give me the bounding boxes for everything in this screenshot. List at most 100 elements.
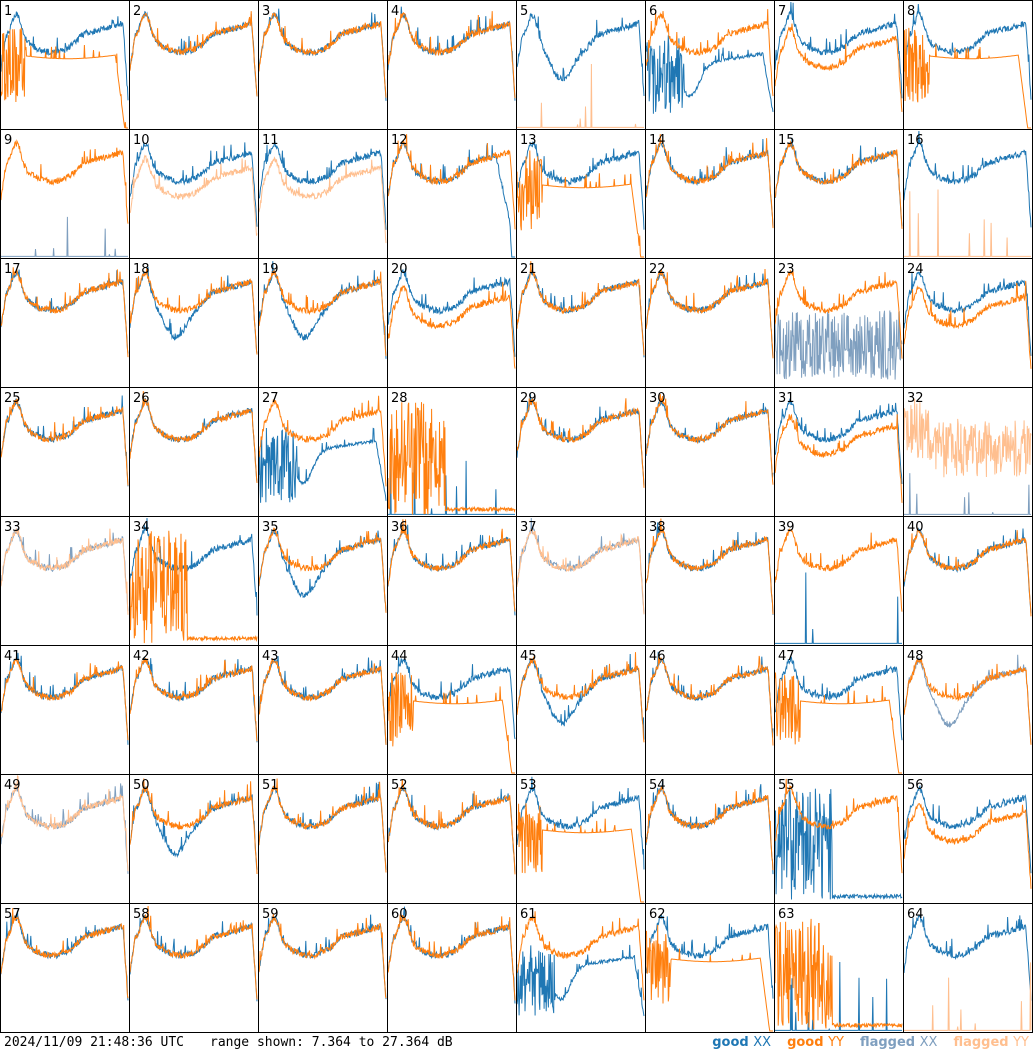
series-xx-56 xyxy=(903,784,1032,874)
panel-53: 53 xyxy=(516,776,645,903)
series-yy-43 xyxy=(258,658,387,745)
panel-48: 48 xyxy=(903,649,1032,745)
panel-14: 14 xyxy=(645,133,774,229)
series-yy-21 xyxy=(516,261,645,356)
series-yy-58 xyxy=(129,905,258,1000)
series-yy-18 xyxy=(129,267,258,355)
legend-word: flagged xyxy=(953,1035,1014,1050)
series-yy-2 xyxy=(129,11,258,97)
panel-56: 56 xyxy=(903,778,1032,889)
panel-label-20: 20 xyxy=(391,262,408,277)
legend-pol: XX xyxy=(919,1035,938,1050)
series-xx-44 xyxy=(387,657,516,740)
series-yy-32 xyxy=(903,398,1032,478)
series-yy-27 xyxy=(258,395,387,487)
panel-label-50: 50 xyxy=(133,778,150,793)
panel-58: 58 xyxy=(129,905,258,1002)
series-yy-53 xyxy=(516,803,644,903)
legend-word: flagged xyxy=(859,1035,920,1050)
series-xx-45 xyxy=(516,653,645,740)
legend-word: good xyxy=(787,1035,829,1050)
range-text: range shown: 7.364 to 27.364 dB xyxy=(210,1035,453,1050)
series-yy-14 xyxy=(645,134,774,229)
series-yy-45 xyxy=(516,652,645,743)
series-yy-46 xyxy=(645,653,774,746)
panel-39: 39 xyxy=(774,520,903,644)
panel-label-64: 64 xyxy=(907,907,924,922)
series-xx-64 xyxy=(903,914,1032,1001)
panel-label-34: 34 xyxy=(133,520,150,535)
panel-label-5: 5 xyxy=(520,4,528,19)
panel-label-60: 60 xyxy=(391,907,408,922)
panel-label-63: 63 xyxy=(778,907,795,922)
series-yy-16 xyxy=(904,189,1031,258)
series-yy-5 xyxy=(517,63,644,128)
panel-label-59: 59 xyxy=(262,907,279,922)
panel-62: 62 xyxy=(645,907,774,1032)
panel-label-49: 49 xyxy=(4,778,21,793)
panel-10: 10 xyxy=(129,133,258,236)
panel-40: 40 xyxy=(903,520,1032,617)
series-yy-9 xyxy=(0,139,129,224)
panel-47: 47 xyxy=(774,649,903,774)
panel-35: 35 xyxy=(258,520,387,613)
panel-label-25: 25 xyxy=(4,391,21,406)
panel-33: 33 xyxy=(0,520,129,615)
panel-9: 9 xyxy=(0,133,129,257)
series-xx-52 xyxy=(387,786,516,874)
series-xx-12 xyxy=(387,139,515,258)
panel-38: 38 xyxy=(645,518,774,615)
panel-label-17: 17 xyxy=(4,262,21,277)
panel-54: 54 xyxy=(645,778,774,875)
series-xx-33 xyxy=(0,527,129,612)
panel-31: 31 xyxy=(774,391,903,503)
panel-25: 25 xyxy=(0,391,129,487)
series-yy-38 xyxy=(645,518,774,615)
series-yy-49 xyxy=(0,774,129,872)
series-xx-1 xyxy=(0,11,129,101)
legend: good XX good YY flagged XX flagged YY xyxy=(696,1033,1029,1053)
panel-1: 1 xyxy=(0,4,129,129)
panel-label-22: 22 xyxy=(649,262,666,277)
panel-57: 57 xyxy=(0,907,129,1001)
panel-11: 11 xyxy=(258,133,387,244)
timestamp: 2024/11/09 21:48:36 UTC xyxy=(4,1035,185,1050)
series-yy-12 xyxy=(387,134,516,230)
panel-64: 64 xyxy=(903,907,1032,1031)
series-xx-30 xyxy=(645,401,774,478)
series-xx-5 xyxy=(516,12,645,97)
panel-label-24: 24 xyxy=(907,262,924,277)
series-yy-40 xyxy=(903,527,1032,617)
panel-45: 45 xyxy=(516,649,645,743)
series-yy-64 xyxy=(904,962,1032,1031)
panel-label-33: 33 xyxy=(4,520,21,535)
panel-43: 43 xyxy=(258,649,387,745)
panel-41: 41 xyxy=(0,649,129,745)
series-yy-50 xyxy=(129,778,258,875)
legend-pol: XX xyxy=(753,1035,772,1050)
panel-label-26: 26 xyxy=(133,391,150,406)
panel-59: 59 xyxy=(258,907,387,1000)
panel-label-29: 29 xyxy=(520,391,537,406)
series-yy-63 xyxy=(774,918,903,1030)
series-xx-7 xyxy=(774,1,903,99)
series-yy-51 xyxy=(258,778,387,873)
footer: 2024/11/09 21:48:36 UTC range shown: 7.3… xyxy=(0,1033,1033,1053)
series-yy-20 xyxy=(387,282,516,369)
series-xx-27 xyxy=(258,427,387,503)
series-yy-41 xyxy=(0,656,129,741)
panel-46: 46 xyxy=(645,649,774,746)
series-yy-44 xyxy=(387,671,515,774)
series-yy-54 xyxy=(645,786,774,871)
panel-2: 2 xyxy=(129,4,258,97)
panel-7: 7 xyxy=(774,1,903,112)
panel-label-10: 10 xyxy=(133,133,150,148)
panel-49: 49 xyxy=(0,774,129,874)
panel-label-46: 46 xyxy=(649,649,666,664)
series-yy-30 xyxy=(645,393,774,485)
series-yy-23 xyxy=(774,270,903,359)
series-yy-61 xyxy=(516,911,645,1001)
series-yy-15 xyxy=(774,140,903,229)
series-yy-55 xyxy=(774,778,903,874)
